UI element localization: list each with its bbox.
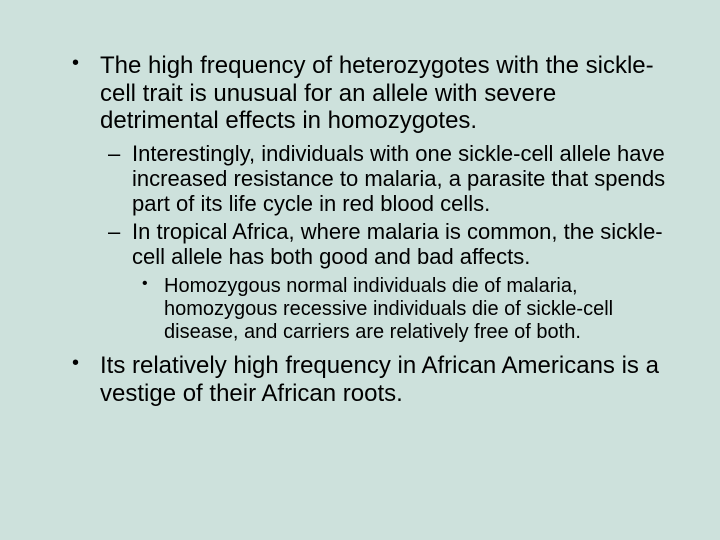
bullet-text: The high frequency of heterozygotes with… [100,52,672,135]
bullet-text: Homozygous normal individuals die of mal… [164,275,672,344]
bullet-marker-l2: – [108,141,132,217]
bullet-marker-l3: • [142,275,164,344]
bullet-level1-item: • The high frequency of heterozygotes wi… [72,52,672,135]
bullet-text: Interestingly, individuals with one sick… [132,141,672,217]
bullet-marker-l1: • [72,352,100,407]
bullet-text: In tropical Africa, where malaria is com… [132,219,672,270]
bullet-text: Its relatively high frequency in African… [100,352,672,407]
bullet-level2-item: – Interestingly, individuals with one si… [108,141,672,217]
bullet-marker-l2: – [108,219,132,270]
bullet-level1-item: • Its relatively high frequency in Afric… [72,352,672,407]
bullet-marker-l1: • [72,52,100,135]
bullet-level3-item: • Homozygous normal individuals die of m… [142,275,672,344]
bullet-level2-item: – In tropical Africa, where malaria is c… [108,219,672,270]
